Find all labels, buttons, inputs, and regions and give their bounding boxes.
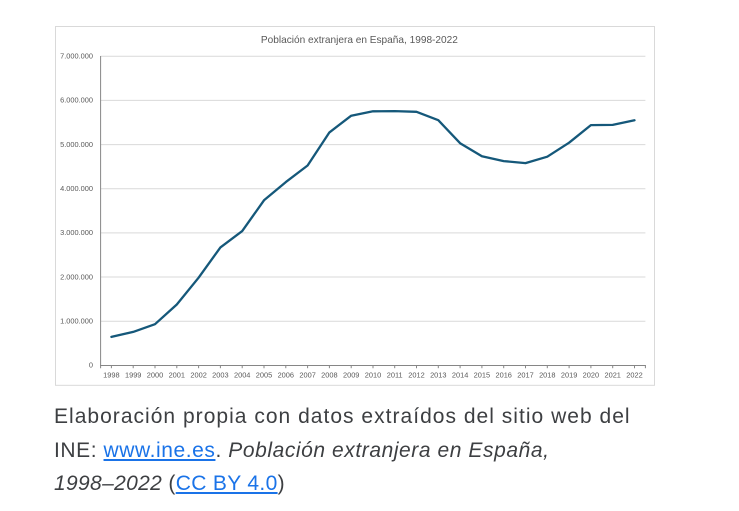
svg-text:2004: 2004 <box>234 371 250 380</box>
svg-text:2.000.000: 2.000.000 <box>60 272 93 281</box>
svg-text:7.000.000: 7.000.000 <box>60 52 93 61</box>
svg-text:2002: 2002 <box>190 371 206 380</box>
svg-text:2021: 2021 <box>604 371 620 380</box>
svg-text:2016: 2016 <box>495 371 511 380</box>
svg-text:3.000.000: 3.000.000 <box>60 228 93 237</box>
svg-text:2013: 2013 <box>430 371 446 380</box>
svg-text:2011: 2011 <box>387 371 403 380</box>
svg-text:2008: 2008 <box>321 371 337 380</box>
svg-text:2006: 2006 <box>278 371 294 380</box>
svg-text:2009: 2009 <box>343 371 359 380</box>
svg-text:4.000.000: 4.000.000 <box>60 184 93 193</box>
svg-text:Población extranjera en España: Población extranjera en España, 1998-202… <box>261 35 458 46</box>
svg-text:2000: 2000 <box>147 371 163 380</box>
svg-text:1998: 1998 <box>103 371 119 380</box>
svg-text:2001: 2001 <box>169 371 185 380</box>
svg-text:5.000.000: 5.000.000 <box>60 140 93 149</box>
svg-text:2019: 2019 <box>561 371 577 380</box>
svg-text:2005: 2005 <box>256 371 272 380</box>
svg-text:1.000.000: 1.000.000 <box>60 317 93 326</box>
svg-text:0: 0 <box>89 361 93 370</box>
svg-text:2007: 2007 <box>299 371 315 380</box>
svg-text:2020: 2020 <box>583 371 599 380</box>
svg-text:2018: 2018 <box>539 371 555 380</box>
svg-text:2010: 2010 <box>365 371 381 380</box>
svg-text:2014: 2014 <box>452 371 468 380</box>
svg-text:6.000.000: 6.000.000 <box>60 96 93 105</box>
svg-text:2003: 2003 <box>212 371 228 380</box>
svg-text:1999: 1999 <box>125 371 141 380</box>
svg-text:2017: 2017 <box>517 371 533 380</box>
svg-text:2015: 2015 <box>474 371 490 380</box>
svg-text:2012: 2012 <box>408 371 424 380</box>
svg-text:2022: 2022 <box>626 371 642 380</box>
